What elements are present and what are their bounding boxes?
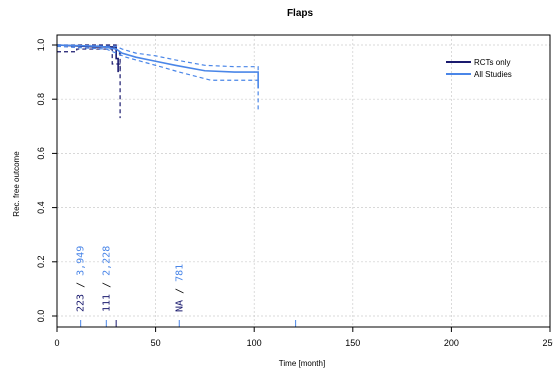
y-tick-label: 0.0 [36, 310, 46, 323]
x-tick-label: 150 [345, 338, 360, 348]
y-tick-label: 0.2 [36, 256, 46, 269]
x-tick-label: 250 [542, 338, 553, 348]
chart-title: Flaps [287, 8, 314, 19]
axes: 0 50 100 150 200 250 0.0 0.2 0.4 0.6 0.8 1.0 [36, 39, 553, 348]
risk-count-rcts: NA [174, 300, 185, 312]
x-tick-label: 100 [247, 338, 262, 348]
x-axis-label: Time [month] [279, 359, 325, 368]
series-rcts-lower-ci [57, 48, 121, 119]
y-axis-label: Rec. free outcome [12, 151, 21, 217]
y-tick-label: 0.6 [36, 147, 46, 160]
y-tick-label: 0.8 [36, 93, 46, 106]
x-tick-label: 0 [54, 338, 59, 348]
x-tick-label: 50 [151, 338, 161, 348]
series-rcts-line [56, 44, 119, 73]
plot-area [56, 44, 297, 327]
y-tick-label: 1.0 [36, 39, 46, 52]
risk-count-all: 781 [174, 264, 185, 282]
risk-count: NA / 781 [174, 264, 185, 312]
x-tick-label: 200 [444, 338, 459, 348]
y-tick-label: 0.4 [36, 201, 46, 214]
risk-count-all: 2,228 [101, 246, 112, 276]
legend: RCTs only All Studies [446, 58, 512, 79]
risk-count-rcts: 223 [76, 294, 87, 312]
risk-count: 111 / 2,228 [101, 246, 112, 312]
plot-frame [56, 34, 551, 328]
risk-count-rcts: 111 [101, 294, 112, 312]
risk-count-all: 3,949 [76, 246, 87, 276]
risk-table: 223 / 3,949 111 / 2,228 NA / 781 [76, 246, 186, 312]
series-all-lower-ci [56, 45, 259, 111]
series-all-line [56, 44, 259, 89]
legend-label-rcts: RCTs only [474, 58, 510, 67]
risk-count: 223 / 3,949 [76, 246, 87, 312]
series-all-upper-ci [56, 44, 259, 75]
legend-label-all: All Studies [474, 70, 512, 79]
